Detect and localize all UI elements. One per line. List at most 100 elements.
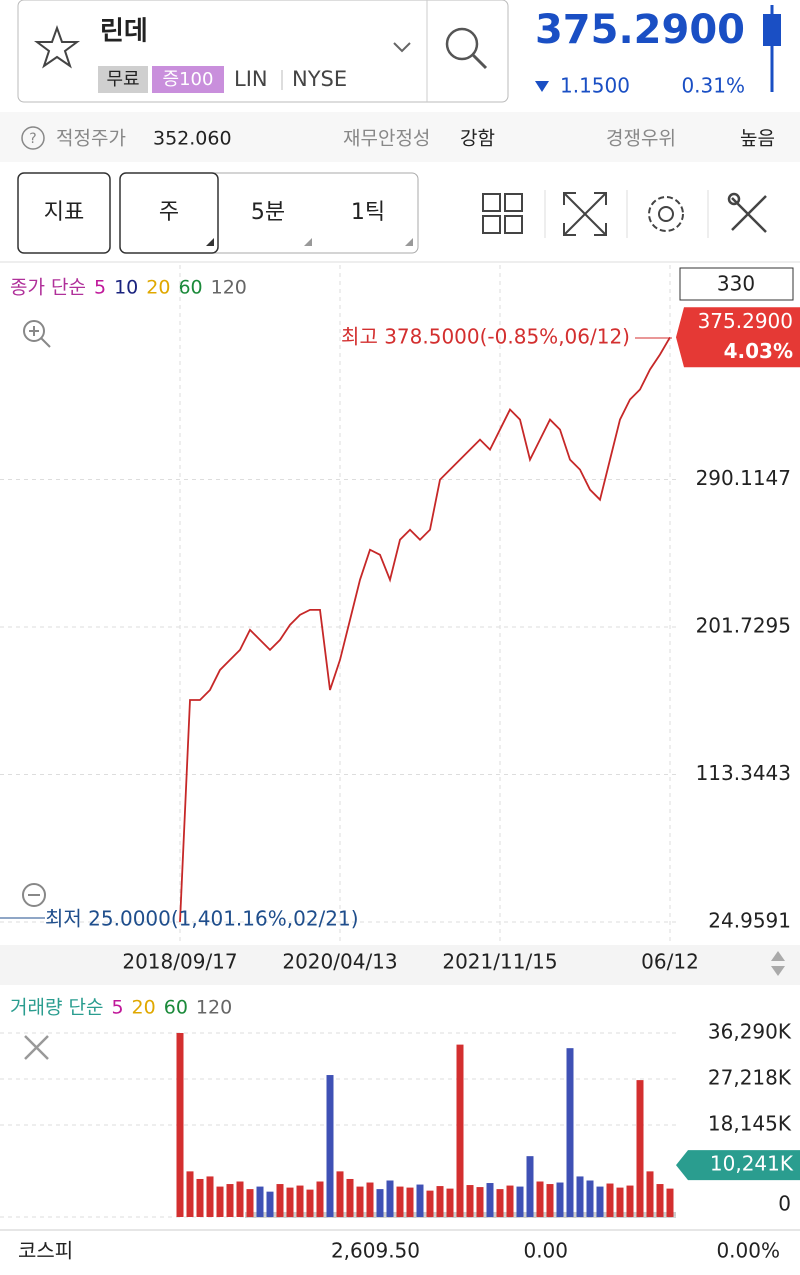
volume-bar bbox=[496, 1189, 504, 1217]
volume-bar bbox=[196, 1178, 204, 1217]
volume-bar bbox=[246, 1189, 254, 1217]
legend-item: 60 bbox=[178, 277, 202, 299]
expand-icon[interactable] bbox=[563, 192, 607, 236]
stock-name: 린데 bbox=[100, 17, 148, 47]
scroll-down[interactable] bbox=[771, 966, 785, 976]
volume-bar bbox=[376, 1189, 384, 1217]
info-label: 경쟁우위 bbox=[606, 128, 676, 150]
price-line bbox=[179, 336, 671, 923]
x-tick-label: 2021/11/15 bbox=[442, 950, 557, 974]
volume-bar bbox=[526, 1156, 534, 1217]
price-change-pct: 0.31% bbox=[681, 74, 745, 98]
zoom-out-icon[interactable] bbox=[22, 883, 46, 907]
last-price-tag bbox=[676, 307, 800, 368]
legend-item: 120 bbox=[211, 277, 247, 299]
volume-bar bbox=[586, 1180, 594, 1217]
y-tick-label: 18,145K bbox=[708, 1112, 792, 1136]
tools-icon[interactable] bbox=[727, 192, 767, 233]
indicator-label: 지표 bbox=[44, 200, 84, 225]
candle-icon bbox=[763, 14, 781, 46]
volume-bar bbox=[326, 1075, 334, 1217]
down-arrow bbox=[535, 81, 549, 92]
volume-bar bbox=[206, 1176, 214, 1217]
volume-bar bbox=[416, 1184, 424, 1217]
x-tick-label: 2018/09/17 bbox=[122, 950, 237, 974]
volume-bar bbox=[516, 1186, 524, 1217]
volume-bar bbox=[296, 1185, 304, 1217]
legend-item: 10 bbox=[114, 277, 138, 299]
volume-bar bbox=[276, 1184, 284, 1217]
volume-bar bbox=[556, 1182, 564, 1217]
y-tick-label: 24.9591 bbox=[708, 909, 791, 933]
scroll-up[interactable] bbox=[771, 951, 785, 961]
volume-bar bbox=[536, 1181, 544, 1217]
volume-bar bbox=[336, 1171, 344, 1217]
volume-bar bbox=[366, 1182, 374, 1217]
volume-bar bbox=[646, 1171, 654, 1217]
volume-bar bbox=[286, 1187, 294, 1217]
volume-bar bbox=[656, 1184, 664, 1217]
volume-tag-label: 10,241K bbox=[710, 1152, 794, 1176]
legend-item: 60 bbox=[164, 997, 188, 1019]
period-label[interactable]: 1틱 bbox=[351, 200, 385, 225]
price-change: 1.1500 bbox=[560, 74, 630, 98]
close-icon[interactable] bbox=[24, 1035, 49, 1060]
legend-title: 거래량 단순 bbox=[10, 997, 103, 1019]
volume-bar bbox=[486, 1183, 494, 1217]
volume-bar bbox=[606, 1183, 614, 1217]
legend-item: 20 bbox=[146, 277, 170, 299]
help-icon[interactable] bbox=[21, 126, 45, 150]
volume-bar bbox=[506, 1185, 514, 1217]
volume-bar bbox=[256, 1186, 264, 1217]
settings-icon[interactable] bbox=[648, 196, 684, 232]
high-annotation: 최고 378.5000(-0.85%,06/12) bbox=[341, 325, 630, 349]
info-value: 352.060 bbox=[153, 128, 232, 150]
volume-bar bbox=[316, 1181, 324, 1217]
price: 375.2900 bbox=[535, 7, 745, 53]
period-button[interactable] bbox=[119, 172, 219, 254]
index-value: 2,609.50 bbox=[331, 1239, 420, 1263]
layout-icon[interactable] bbox=[482, 193, 523, 234]
period-label[interactable]: 5분 bbox=[251, 200, 285, 225]
y-tick-label: 0 bbox=[778, 1192, 791, 1216]
volume-bar bbox=[216, 1186, 224, 1217]
info-label: 적정주가 bbox=[56, 128, 126, 150]
volume-bar bbox=[546, 1184, 554, 1217]
info-label: 재무안정성 bbox=[343, 128, 430, 150]
y-tick-label: 113.3443 bbox=[696, 761, 791, 785]
volume-bar bbox=[576, 1176, 584, 1217]
legend-item: 5 bbox=[111, 997, 123, 1019]
volume-bar bbox=[406, 1187, 414, 1217]
badge bbox=[152, 66, 224, 93]
volume-bar bbox=[426, 1190, 434, 1217]
search-icon[interactable] bbox=[445, 27, 479, 61]
volume-bar bbox=[626, 1185, 634, 1217]
index-change-pct: 0.00% bbox=[716, 1239, 780, 1263]
help-icon-glyph: ? bbox=[29, 131, 36, 147]
badge-label: 증100 bbox=[163, 69, 214, 90]
exchange: NYSE bbox=[292, 67, 347, 91]
volume-bar bbox=[356, 1186, 364, 1217]
volume-bar bbox=[396, 1186, 404, 1217]
volume-bar bbox=[186, 1171, 194, 1217]
y-tick-label: 290.1147 bbox=[696, 466, 791, 490]
volume-bar bbox=[476, 1187, 484, 1217]
indicator-button[interactable] bbox=[17, 172, 111, 254]
volume-bar bbox=[176, 1033, 184, 1217]
volume-bar bbox=[306, 1189, 314, 1217]
period-label: 주 bbox=[159, 200, 179, 225]
corner-mark bbox=[206, 238, 214, 246]
scale-box[interactable] bbox=[679, 267, 794, 301]
favorite-icon[interactable] bbox=[34, 25, 80, 69]
y-tick-label: 36,290K bbox=[708, 1020, 792, 1044]
zoom-in-icon[interactable] bbox=[23, 320, 51, 348]
x-tick-label: 2020/04/13 bbox=[282, 950, 397, 974]
info-value: 높음 bbox=[740, 128, 775, 150]
last-price-label: 375.2900 bbox=[698, 309, 793, 333]
y-tick-label: 201.7295 bbox=[696, 613, 791, 637]
volume-bar bbox=[226, 1184, 234, 1217]
dropdown-icon[interactable] bbox=[393, 42, 411, 53]
legend-title: 종가 단순 bbox=[10, 277, 86, 299]
